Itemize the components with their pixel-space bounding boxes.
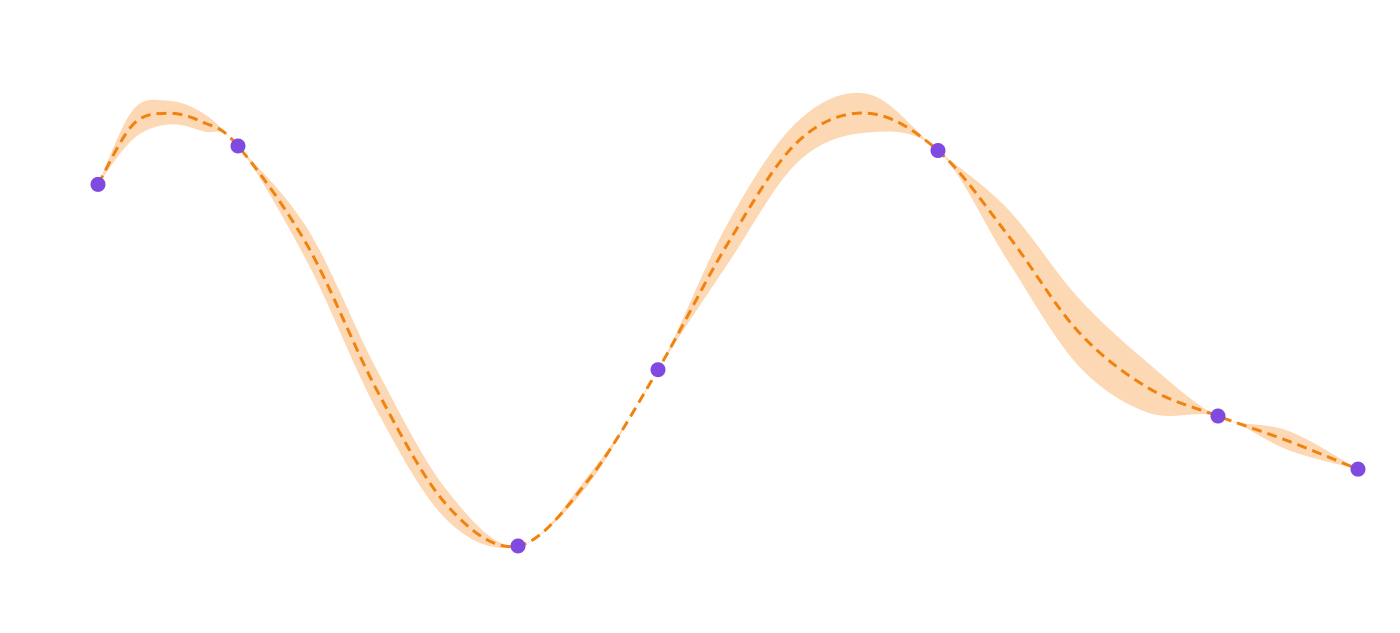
observation-point — [930, 143, 946, 159]
mean-prediction-line — [96, 111, 1359, 549]
observation-point — [230, 138, 246, 154]
observation-point — [650, 362, 666, 378]
confidence-band-layer — [98, 92, 1358, 548]
observation-point — [510, 538, 526, 554]
observation-point — [1350, 461, 1366, 477]
mean-line-layer — [96, 111, 1359, 549]
confidence-band — [98, 92, 1358, 548]
observation-points-layer — [90, 138, 1366, 554]
observation-point — [1210, 408, 1226, 424]
observation-point — [90, 176, 106, 192]
